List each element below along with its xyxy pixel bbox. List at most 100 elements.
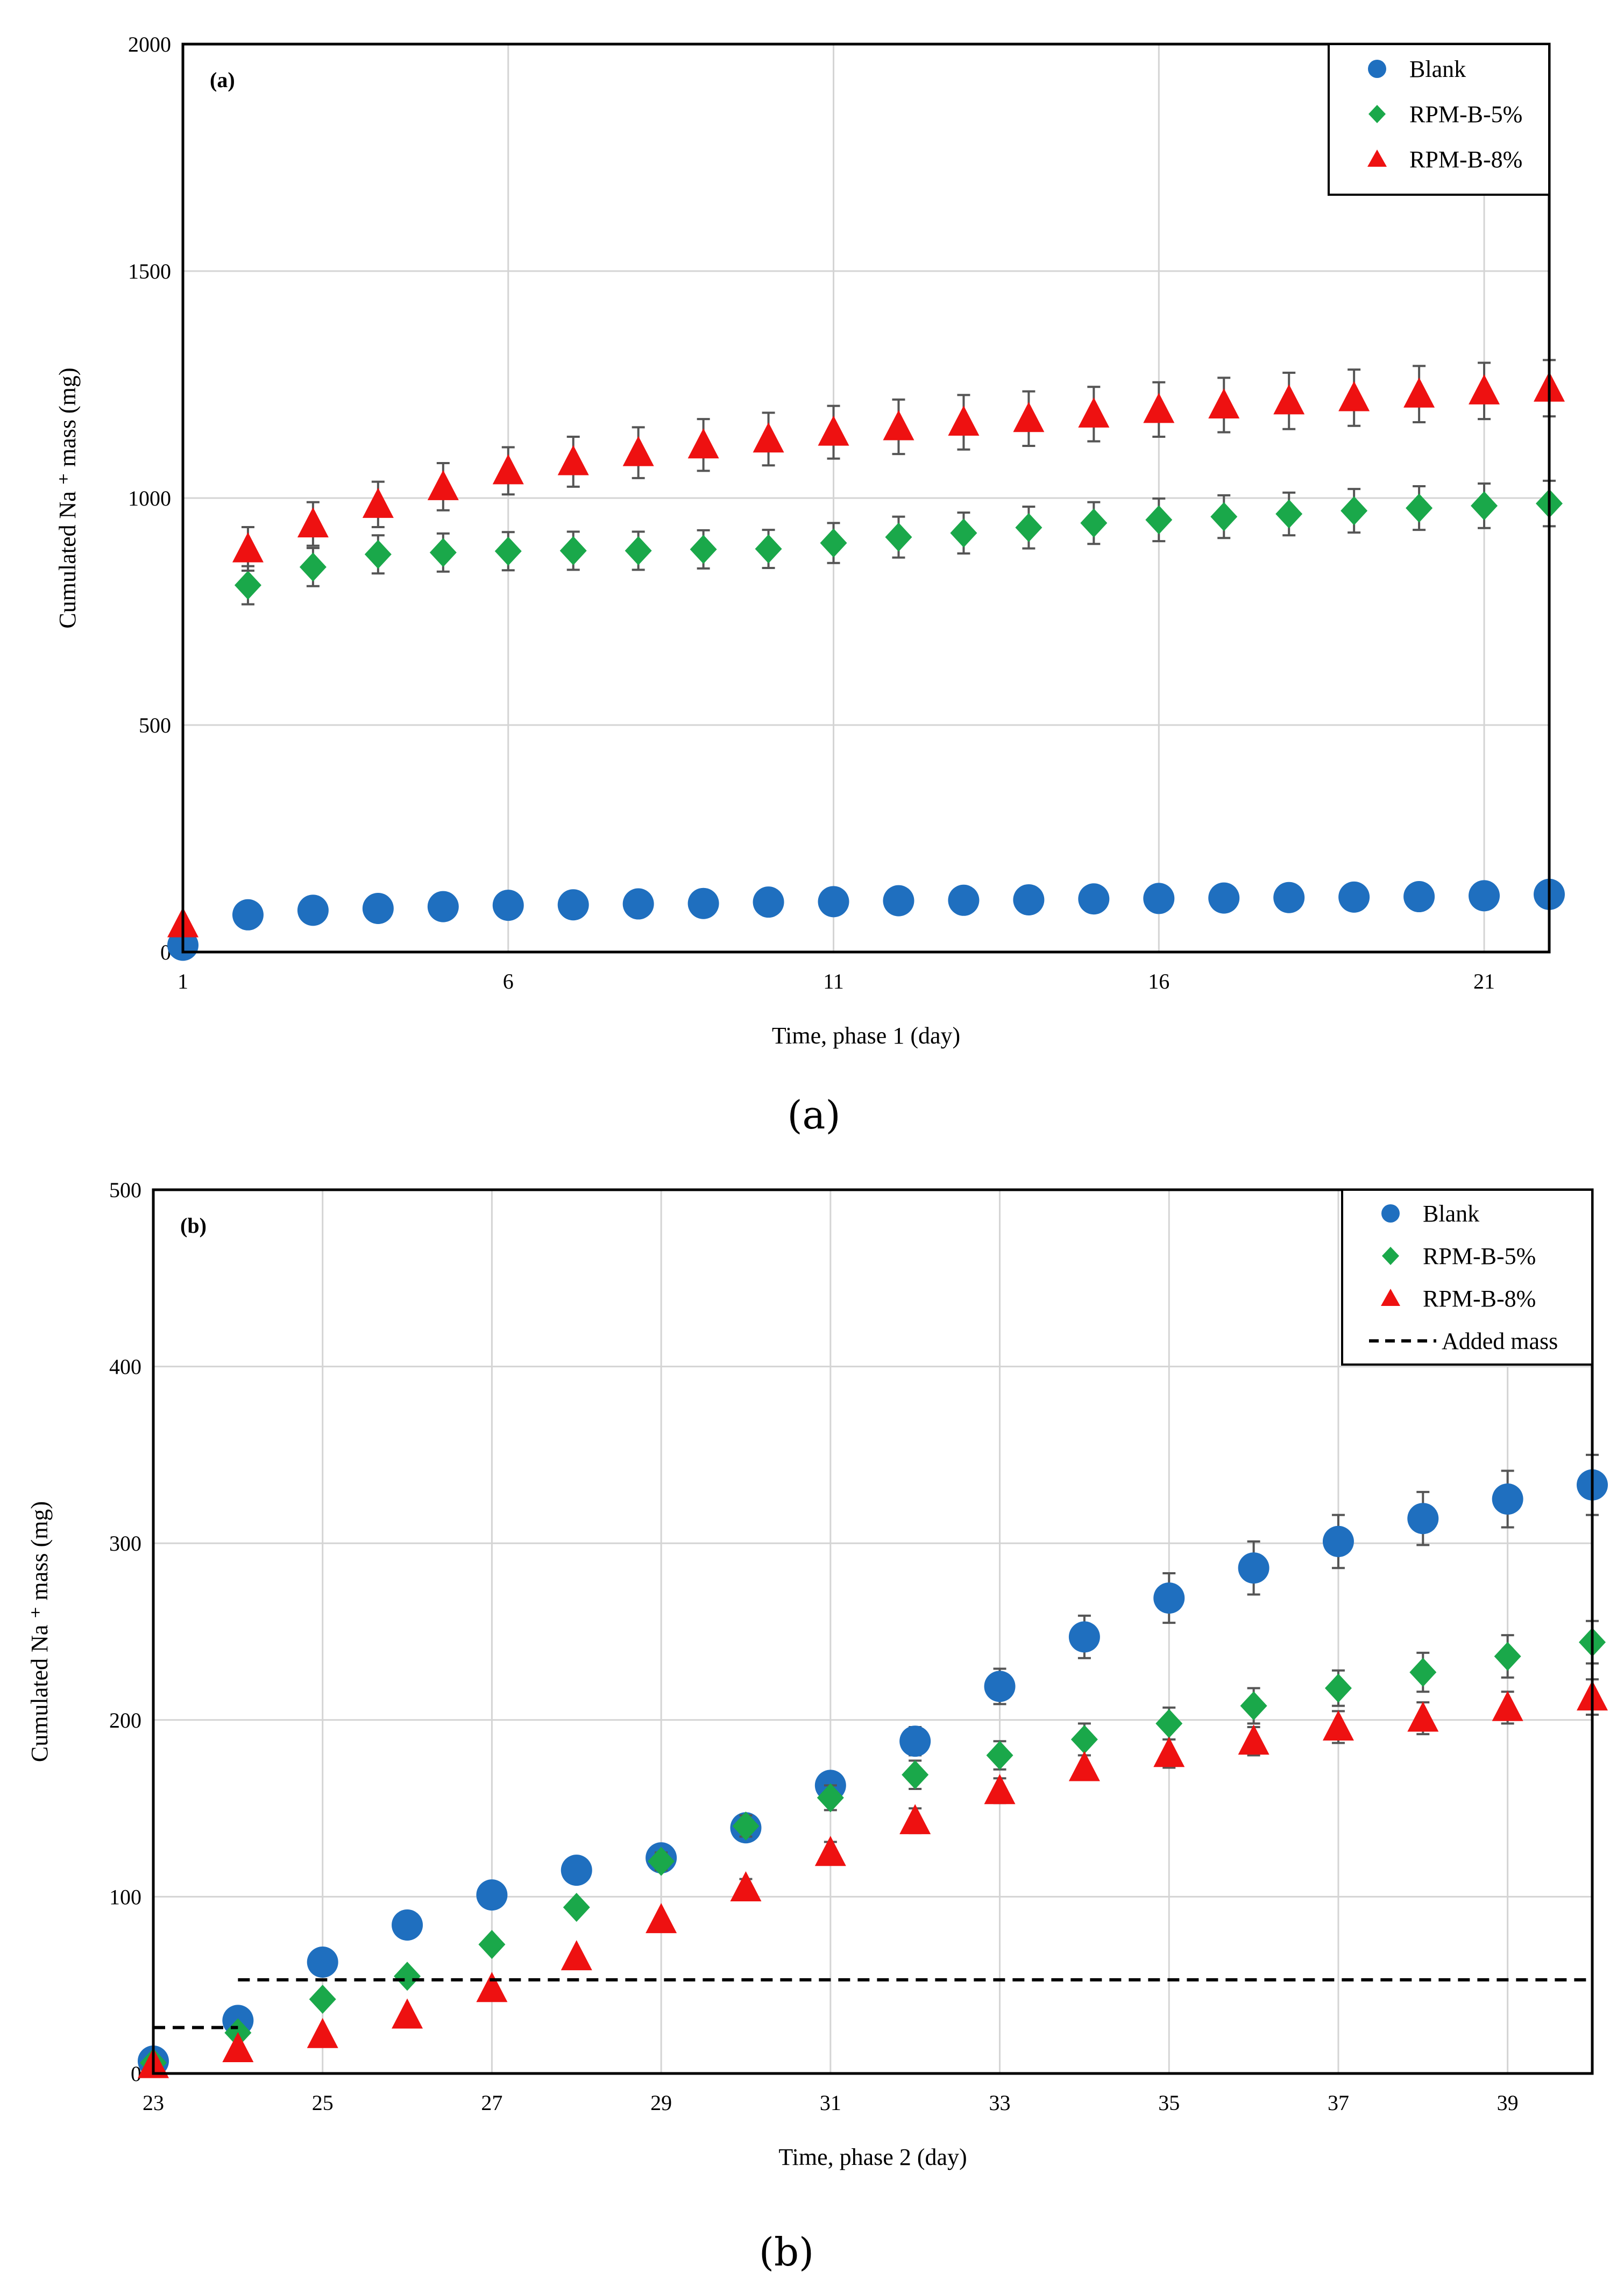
data-point [1143,883,1175,914]
data-point [364,539,392,569]
data-point [492,454,524,485]
legend-swatch-triangle [1367,150,1387,167]
data-point [362,892,394,924]
series-blank [138,1453,1608,2077]
data-point [899,1725,931,1757]
data-point [392,1998,423,2029]
y-tick-label: 500 [139,713,171,737]
y-tick-label: 500 [109,1178,141,1202]
data-point [1409,1658,1437,1687]
data-point [648,1846,675,1876]
legend-swatch-circle [1381,1204,1400,1223]
data-point [429,538,457,567]
x-tick-label: 27 [481,2091,502,2115]
series-rpm-b-8- [138,1678,1608,2078]
x-tick-label: 37 [1328,2091,1349,2115]
data-point [1322,1710,1354,1741]
data-point [820,528,847,558]
legend-label: Added mass [1442,1328,1558,1354]
data-point [557,889,589,921]
x-axis-label: Time, phase 1 (day) [772,1022,960,1049]
data-point [1078,883,1110,915]
legend-label: RPM-B-5% [1409,101,1522,127]
data-point [1015,513,1043,542]
data-point [492,890,524,921]
data-point [984,1774,1016,1805]
data-point [1238,1724,1270,1755]
data-point [690,535,717,564]
y-tick-label: 0 [131,2062,141,2086]
x-tick-label: 6 [503,969,514,993]
y-axis-label: Cumulated Na ⁺ mass (mg) [54,367,81,628]
y-tick-label: 100 [109,1885,141,1909]
x-tick-label: 11 [823,969,844,993]
data-point [1275,499,1303,529]
data-point [427,470,459,500]
data-point [1240,1691,1267,1721]
data-point [1273,882,1305,913]
data-point [730,1871,762,1901]
x-tick-label: 1 [178,969,188,993]
y-tick-label: 1000 [128,486,171,510]
panel-label: (a) [210,68,235,92]
x-tick-label: 21 [1473,969,1495,993]
data-point [753,886,784,918]
data-point [1403,881,1435,913]
data-point [986,1741,1013,1770]
data-point [559,536,587,565]
data-point [1068,1751,1100,1781]
data-point [478,1930,506,1959]
legend-label: RPM-B-8% [1423,1285,1536,1312]
data-point [1341,496,1368,525]
data-point [427,891,459,922]
series-rpm-b-5- [140,1620,1606,2078]
data-point [1492,1483,1523,1515]
data-point [232,532,264,563]
data-point [1338,881,1370,913]
data-point [1469,880,1500,912]
data-point [1208,882,1240,914]
data-point [1469,374,1500,404]
data-point [1155,1709,1183,1738]
data-point [307,2018,338,2048]
data-point [646,1903,677,1934]
data-point [297,894,329,926]
data-point [394,1962,421,1991]
data-point [1403,377,1435,408]
chart-panel-b: 23 25 27 29 31 33 35 37 39 0 100 200 300 400 500 Time, … [26,1178,1608,2170]
data-point [1406,493,1433,523]
data-point [984,1671,1016,1702]
data-point [1324,1673,1352,1703]
legend-label: Blank [1409,56,1466,82]
legend: Blank RPM-B-5% RPM-B-8% Added mass [1341,1189,1593,1366]
data-point [818,886,849,918]
data-point [885,522,912,552]
data-point [899,1804,931,1835]
data-point [1013,402,1045,432]
data-point [476,1972,508,2002]
data-point [1068,1621,1100,1653]
data-point [687,887,719,919]
data-point [1322,1525,1354,1557]
data-point [1145,505,1173,535]
data-point [948,884,980,916]
y-axis-label: Cumulated Na ⁺ mass (mg) [26,1501,53,1762]
data-point [1407,1503,1439,1535]
data-point [622,888,654,920]
data-point [625,536,652,565]
legend: Blank RPM-B-5% RPM-B-8% [1328,43,1550,196]
caption-a: (a) [787,1092,840,1138]
legend-label: RPM-B-5% [1423,1243,1536,1269]
data-point [362,487,394,518]
y-tick-label: 200 [109,1708,141,1732]
data-point [1153,1582,1185,1614]
data-point [1238,1552,1270,1584]
series-rpm-b-5- [234,479,1563,606]
y-tick-label: 300 [109,1531,141,1556]
caption-b: (b) [759,2229,814,2275]
data-point [1070,1724,1098,1754]
panel-label: (b) [180,1213,207,1238]
data-point [1492,1691,1523,1721]
data-point [1494,1642,1521,1671]
y-tick-label: 2000 [128,32,171,56]
